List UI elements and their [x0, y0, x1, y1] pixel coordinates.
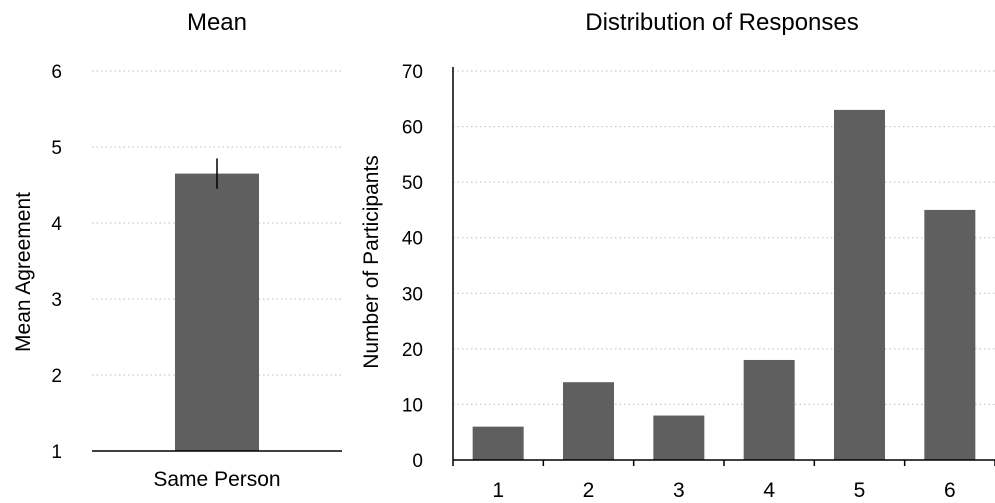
distribution-chart-y-tick-label: 40 — [402, 229, 423, 250]
distribution-chart-y-tick-label: 70 — [402, 62, 423, 83]
distribution-chart-y-tick-label: 60 — [402, 118, 423, 139]
distribution-chart-x-category-label: 5 — [854, 479, 866, 502]
distribution-chart-bar — [472, 426, 524, 460]
distribution-chart-x-category-label: 3 — [673, 479, 685, 502]
distribution-chart-bar — [653, 415, 705, 460]
distribution-chart-x-category-label: 1 — [492, 479, 504, 502]
distribution-chart-x-category-label: 2 — [583, 479, 595, 502]
distribution-chart-y-tick-label: 10 — [402, 395, 423, 416]
distribution-chart-y-tick-label: 50 — [402, 173, 423, 194]
distribution-chart-x-category-label: 4 — [763, 479, 775, 502]
distribution-chart-bar — [834, 109, 885, 461]
mean-chart: Mean Mean Agreement 1 2 3 4 5 6 Same Person — [12, 9, 342, 491]
mean-chart-y-tick-label: 5 — [51, 138, 62, 159]
mean-chart-y-tick-label: 6 — [51, 62, 62, 83]
mean-chart-x-category-label: Same Person — [153, 468, 280, 491]
distribution-chart: Distribution of Responses Number of Part… — [360, 9, 995, 502]
distribution-chart-bar — [924, 209, 976, 460]
distribution-chart-y-tick-label: 30 — [402, 284, 423, 305]
distribution-chart-bar — [743, 359, 795, 460]
distribution-chart-title: Distribution of Responses — [585, 9, 858, 36]
mean-chart-y-axis-label: Mean Agreement — [12, 192, 35, 352]
mean-chart-title: Mean — [187, 9, 247, 36]
distribution-chart-x-category-label: 6 — [944, 479, 956, 502]
mean-chart-y-tick-label: 4 — [51, 214, 62, 235]
distribution-chart-y-tick-label: 0 — [412, 451, 423, 472]
distribution-chart-y-axis-label: Number of Participants — [360, 155, 383, 369]
distribution-chart-y-tick-label: 20 — [402, 340, 423, 361]
mean-chart-y-tick-label: 3 — [51, 290, 62, 311]
mean-chart-y-tick-label: 1 — [51, 442, 62, 463]
distribution-chart-bar — [563, 382, 614, 460]
mean-chart-bar — [175, 173, 259, 451]
mean-chart-y-tick-label: 2 — [51, 366, 62, 387]
